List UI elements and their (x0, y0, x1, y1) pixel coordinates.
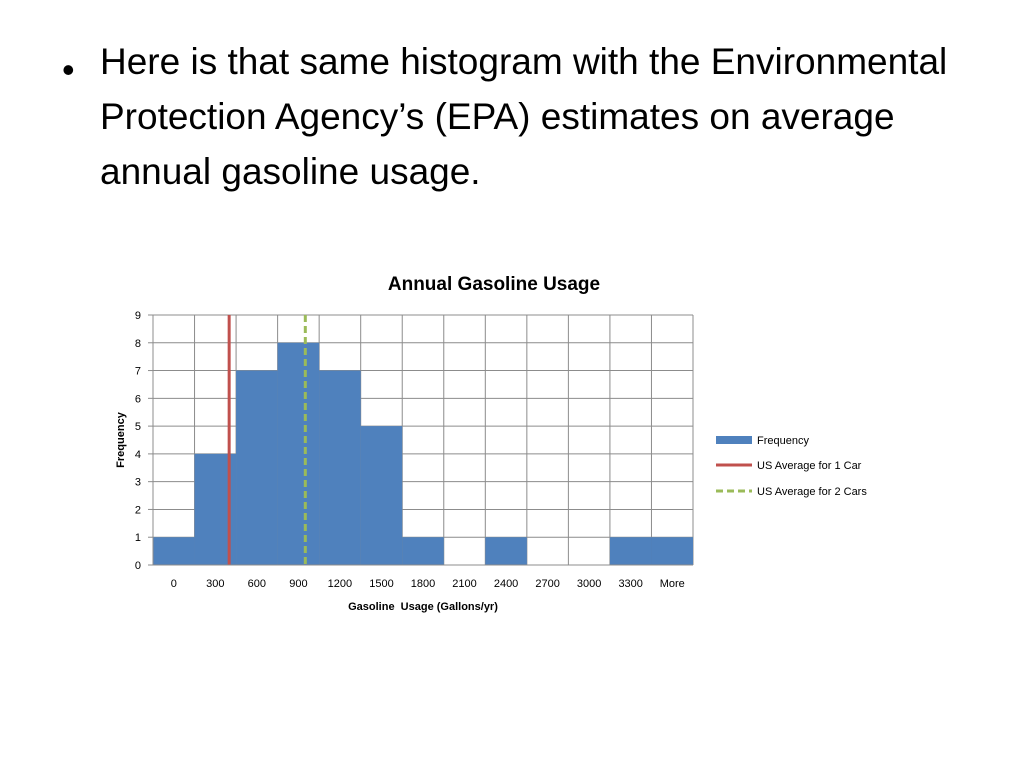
y-tick-label: 8 (135, 338, 141, 350)
chart-title: Annual Gasoline Usage (388, 274, 600, 295)
y-tick-label: 0 (135, 560, 141, 572)
legend: Frequency US Average for 1 Car US Average … (716, 435, 867, 498)
axes: 0 1 2 3 4 5 6 7 8 9 0 300 600 900 1200 1500 1800 2100 2400… (135, 310, 693, 590)
bullet-text: Here is that same histogram with the Env… (100, 41, 948, 192)
y-tick-label: 6 (135, 393, 141, 405)
reference-lines (227, 315, 307, 565)
y-tick-label: 1 (135, 532, 141, 544)
bars (153, 342, 693, 565)
y-tick-label: 9 (135, 310, 141, 322)
histogram-bar (651, 537, 693, 565)
x-tick-label: 900 (289, 578, 307, 590)
bullet-icon: • (62, 49, 75, 90)
x-tick-label: 600 (248, 578, 266, 590)
histogram-bar (153, 537, 195, 565)
histogram-bar (236, 370, 278, 565)
histogram-bar (609, 537, 652, 565)
y-axis-label: Frequency (115, 411, 127, 468)
histogram-bar (319, 370, 361, 565)
y-tick-label: 4 (135, 449, 141, 461)
legend-label-reference-line: US Average for 1 Car (757, 460, 862, 472)
x-tick-label: 0 (171, 578, 177, 590)
y-tick-label: 2 (135, 504, 141, 516)
x-tick-label: 2700 (535, 578, 559, 590)
y-tick-label: 3 (135, 477, 141, 489)
bullet-item: • Here is that same histogram with the E… (62, 34, 992, 199)
x-tick-label: 1200 (328, 578, 352, 590)
x-tick-label: 1500 (369, 578, 393, 590)
x-axis-label: Gasoline Usage (Gallons/yr) (348, 601, 498, 613)
y-tick-label: 5 (135, 421, 141, 433)
histogram-bar (360, 426, 403, 565)
legend-label-frequency: Frequency (757, 435, 809, 447)
legend-swatch-frequency (716, 436, 752, 444)
legend-label-reference-line: US Average for 2 Cars (757, 486, 867, 498)
histogram-bar (485, 537, 527, 565)
x-tick-label: 3000 (577, 578, 601, 590)
x-tick-label: 2100 (452, 578, 476, 590)
x-tick-label: More (660, 578, 685, 590)
x-tick-label: 300 (206, 578, 224, 590)
x-tick-label: 3300 (618, 578, 642, 590)
histogram-bar (277, 342, 320, 565)
y-tick-label: 7 (135, 366, 141, 378)
x-tick-label: 1800 (411, 578, 435, 590)
histogram-bar (402, 537, 444, 565)
x-tick-label: 2400 (494, 578, 518, 590)
